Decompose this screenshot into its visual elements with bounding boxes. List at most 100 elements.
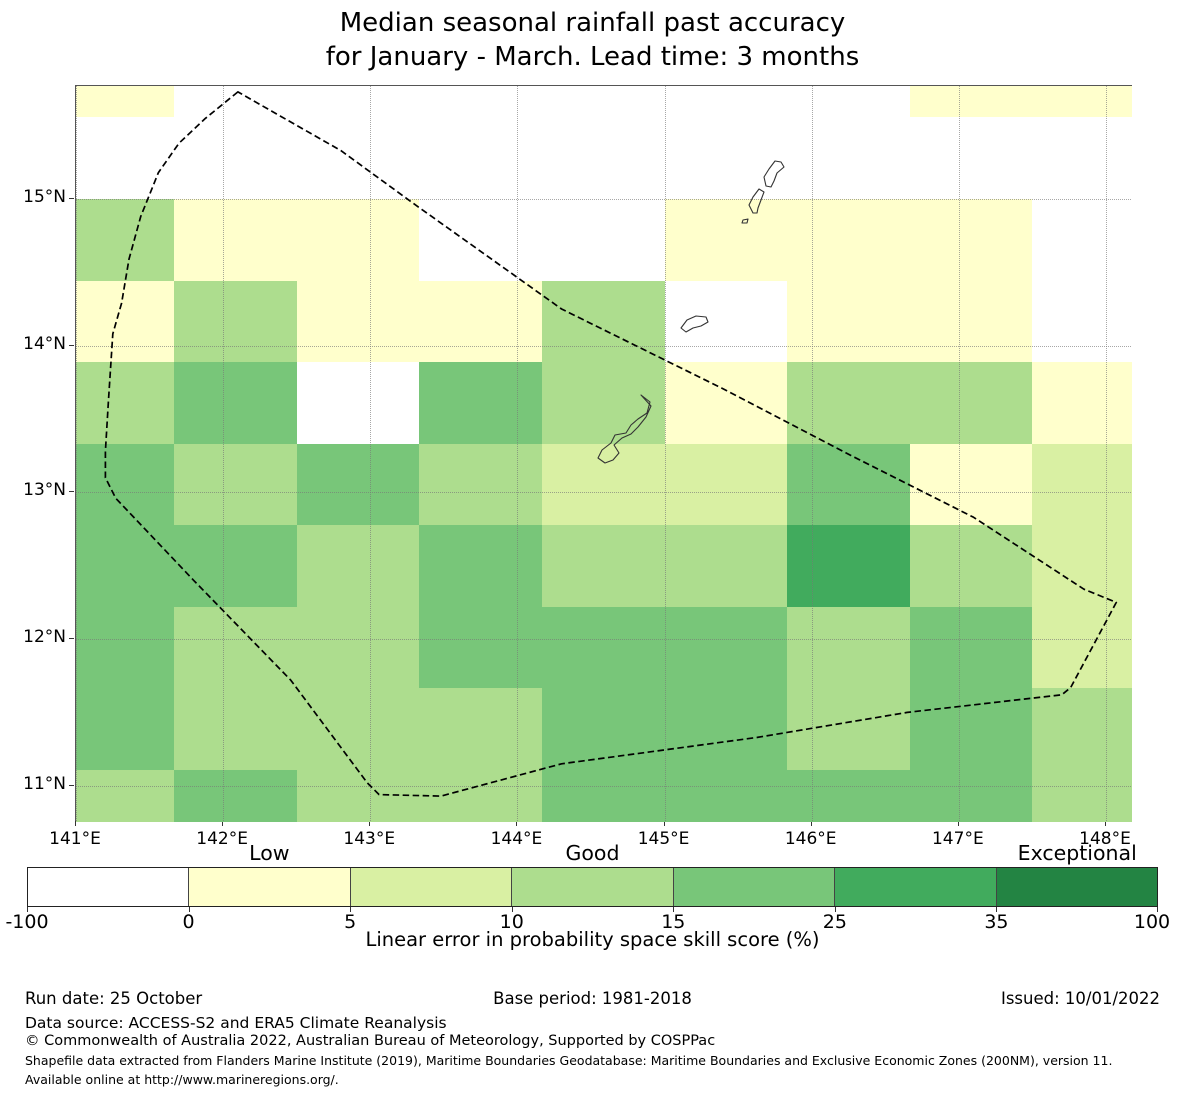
heatmap-cell: [541, 443, 666, 526]
heatmap-cell: [909, 280, 1033, 363]
x-tick-label: 146°E: [784, 829, 837, 849]
x-tick-label: 142°E: [196, 829, 248, 849]
footer-copyright: © Commonwealth of Australia 2022, Austra…: [25, 1033, 716, 1049]
y-tick-label: 14°N: [23, 333, 66, 354]
heatmap-cell: [296, 443, 420, 526]
y-tick-label: 13°N: [23, 480, 66, 501]
colorbar-segment-35to100: [996, 868, 1157, 906]
island-outline-aguijan: [741, 218, 749, 224]
heatmap-cell: [296, 198, 420, 282]
heatmap-cell: [909, 117, 1033, 200]
y-axis-tick: [69, 344, 74, 346]
heatmap-cell: [664, 280, 788, 363]
heatmap-cell: [787, 280, 911, 363]
footer-issued: Issued: 10/01/2022: [1000, 989, 1160, 1008]
heatmap-cell: [541, 361, 666, 445]
heatmap-cell: [1032, 117, 1132, 200]
heatmap-cell: [664, 86, 788, 118]
gridline-horizontal: [76, 492, 1131, 494]
heatmap-cell: [909, 198, 1033, 282]
y-axis-tick: [69, 638, 74, 640]
heatmap-cell: [909, 524, 1033, 608]
heatmap-cell: [787, 443, 911, 526]
heatmap-cell: [541, 117, 666, 200]
colorbar-category-label: Exceptional: [1017, 841, 1137, 865]
heatmap-cell: [174, 606, 298, 689]
y-tick-label: 11°N: [23, 773, 66, 794]
x-axis-tick: [810, 821, 812, 826]
heatmap-cell: [909, 361, 1033, 445]
heatmap-cell: [541, 280, 666, 363]
x-tick-label: 144°E: [490, 829, 543, 849]
heatmap-cell: [174, 524, 298, 608]
gridline-horizontal: [76, 785, 1131, 787]
x-tick-label: 145°E: [637, 829, 690, 849]
heatmap-cell: [1032, 443, 1132, 526]
heatmap-cell: [909, 769, 1033, 822]
gridline-vertical: [811, 86, 813, 821]
gridline-vertical: [76, 86, 77, 821]
footer-run-date: Run date: 25 October: [25, 989, 203, 1008]
gridline-vertical: [223, 86, 225, 821]
heatmap-cell: [76, 524, 175, 608]
colorbar-tick-label: 100: [1133, 911, 1171, 933]
island-outline-rota: [680, 315, 709, 333]
colorbar-segment-5to10: [350, 868, 513, 906]
gridline-vertical: [664, 86, 666, 821]
colorbar: [27, 867, 1158, 907]
heatmap-cell: [1032, 361, 1132, 445]
heatmap-cell: [419, 606, 543, 689]
heatmap-cell: [664, 198, 788, 282]
heatmap-cell: [664, 443, 788, 526]
figure-title: Median seasonal rainfall past accuracy f…: [0, 6, 1185, 75]
island-outline-saipan: [763, 160, 785, 188]
colorbar-segment-25to35: [835, 868, 997, 906]
heatmap-cell: [1032, 198, 1132, 282]
heatmap-cell: [787, 198, 911, 282]
heatmap-cell: [296, 280, 420, 363]
heatmap-cell: [541, 198, 666, 282]
colorbar-caption: Linear error in probability space skill …: [365, 928, 820, 951]
heatmap-cell: [541, 524, 666, 608]
heatmap-cell: [174, 198, 298, 282]
heatmap-cell: [174, 687, 298, 771]
x-axis-tick: [222, 821, 224, 826]
heatmap-cell: [541, 687, 666, 771]
footer-base-period: Base period: 1981-2018: [493, 989, 692, 1008]
colorbar-category-label: Low: [249, 841, 290, 865]
heatmap-cell: [541, 86, 666, 118]
heatmap-cell: [419, 443, 543, 526]
x-tick-label: 148°E: [1079, 829, 1131, 849]
heatmap-cell: [664, 524, 788, 608]
heatmap-cell: [76, 606, 175, 689]
colorbar-tick: [27, 907, 28, 912]
heatmap-cell: [76, 443, 175, 526]
heatmap-cell: [787, 86, 911, 118]
y-axis-tick: [69, 491, 74, 493]
colorbar-tick-label: 15: [661, 911, 686, 933]
colorbar-tick: [511, 907, 513, 912]
map-plot-area: [75, 85, 1132, 822]
gridline-vertical: [1105, 86, 1107, 821]
colorbar-tick: [188, 907, 190, 912]
heatmap-cell: [1032, 687, 1132, 771]
heatmap-cell: [296, 687, 420, 771]
heatmap-cell: [296, 606, 420, 689]
eez-boundary-dashed: [104, 91, 1118, 797]
colorbar-tick-label: 0: [182, 911, 195, 933]
colorbar-tick-label: 25: [822, 911, 847, 933]
heatmap-cell: [174, 117, 298, 200]
heatmap-cell: [76, 117, 175, 200]
heatmap-cell: [76, 86, 175, 118]
heatmap-cell: [296, 769, 420, 822]
y-axis-tick: [69, 197, 74, 199]
gridline-vertical: [517, 86, 519, 821]
colorbar-segment-0to5: [189, 868, 351, 906]
heatmap-cell: [1032, 86, 1132, 118]
colorbar-tick: [673, 907, 675, 912]
colorbar-tick: [834, 907, 836, 912]
island-outline-tinian: [748, 188, 765, 214]
x-axis-tick: [957, 821, 959, 826]
heatmap-cell: [787, 606, 911, 689]
colorbar-tick: [996, 907, 998, 912]
